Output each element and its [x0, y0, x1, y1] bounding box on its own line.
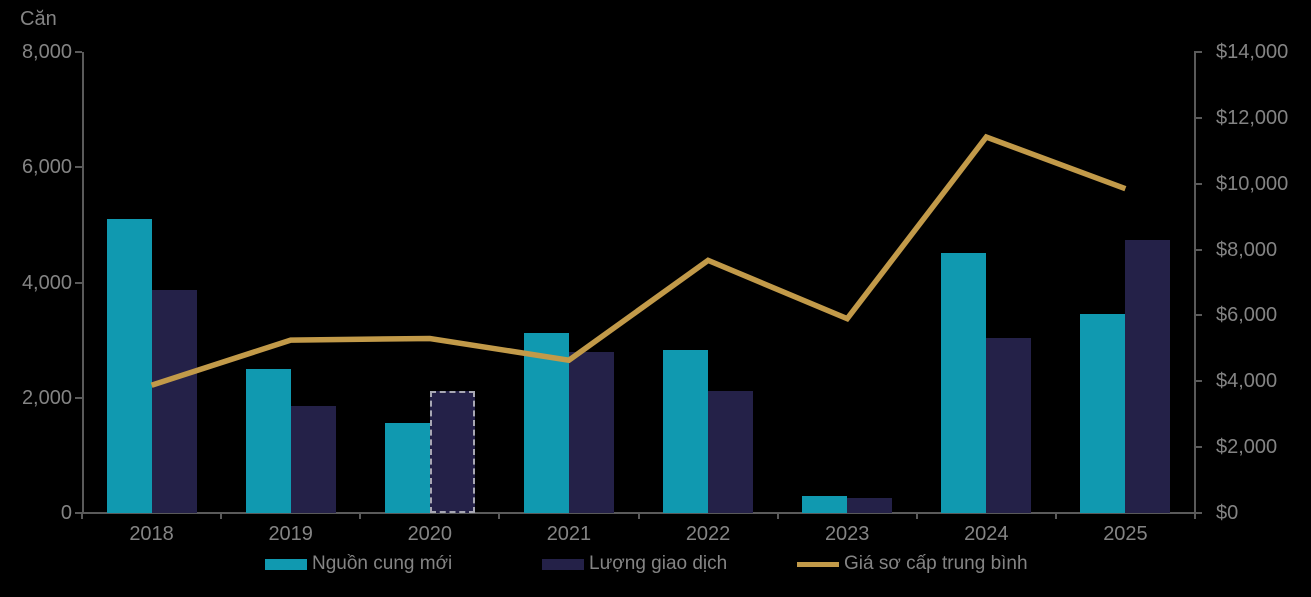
- left-axis-tick-label: 4,000: [21, 271, 72, 294]
- right-axis-tick: [1195, 446, 1202, 449]
- right-axis-tick: [1195, 314, 1202, 317]
- left-axis-tick: [75, 512, 82, 514]
- legend-label-transactions: Lượng giao dịch: [589, 553, 728, 574]
- x-axis-label-2019: 2019: [268, 523, 313, 545]
- legend-item-transactions: Lượng giao dịch: [542, 549, 727, 579]
- right-axis-tick-label: $10,000: [1216, 172, 1289, 195]
- bar-new_supply-2018: [106, 219, 152, 513]
- bar-new_supply-2023: [802, 496, 848, 513]
- left-axis-tick: [75, 396, 82, 399]
- x-axis-tick: [220, 513, 223, 519]
- right-axis-tick-label: $0: [1216, 502, 1239, 524]
- x-axis-label-2018: 2018: [129, 523, 174, 545]
- x-axis-label-2025: 2025: [1103, 523, 1148, 545]
- x-axis-label-2020: 2020: [407, 523, 453, 545]
- right-axis-tick: [1195, 248, 1202, 251]
- bar-new_supply-2025: [1080, 313, 1126, 513]
- right-axis-line: [1194, 51, 1196, 514]
- legend-item-new-supply: Nguồn cung mới: [265, 549, 452, 579]
- x-axis-tick: [498, 513, 501, 519]
- x-axis-tick: [81, 513, 83, 519]
- x-axis-label-2023: 2023: [824, 523, 870, 545]
- left-axis-tick-label: 2,000: [21, 386, 72, 409]
- right-axis-tick: [1195, 512, 1202, 514]
- legend-label-price: Giá sơ cấp trung bình: [844, 553, 1028, 574]
- x-axis-tick: [1194, 513, 1196, 519]
- x-axis-label-2024: 2024: [964, 523, 1009, 545]
- left-axis-tick: [75, 166, 82, 169]
- x-axis-label-2022: 2022: [685, 523, 731, 545]
- right-axis-tick-label: $6,000: [1216, 304, 1278, 327]
- bar-transactions-2018: [151, 289, 197, 513]
- right-axis-tick-label: $4,000: [1216, 370, 1278, 393]
- legend-swatch-new-supply: [265, 558, 307, 570]
- left-axis-line: [82, 52, 84, 514]
- right-axis-tick-label: $8,000: [1216, 238, 1278, 261]
- left-axis-tick-label: 8,000: [21, 41, 72, 63]
- x-axis-tick: [915, 513, 918, 519]
- bar-transactions-2023: [847, 498, 893, 513]
- right-axis-tick-label: $2,000: [1216, 436, 1278, 459]
- bar-transactions-2025: [1125, 239, 1171, 513]
- left-axis-tick-label: 6,000: [21, 156, 72, 179]
- legend-label-new-supply: Nguồn cung mới: [312, 553, 453, 574]
- bar-transactions-2020: [429, 391, 475, 513]
- x-axis-tick: [359, 513, 362, 519]
- bar-new_supply-2020: [384, 423, 430, 513]
- right-axis-tick: [1195, 380, 1202, 383]
- legend: Nguồn cung mới Lượng giao dịch Giá sơ cấ…: [0, 549, 1311, 583]
- x-axis-label-2021: 2021: [546, 523, 592, 545]
- bar-transactions-2024: [986, 337, 1032, 513]
- right-axis-tick: [1195, 116, 1202, 119]
- bar-transactions-2021: [568, 351, 614, 513]
- bar-transactions-2019: [290, 405, 336, 513]
- bar-new_supply-2021: [523, 332, 569, 513]
- legend-swatch-transactions: [542, 558, 584, 570]
- right-axis-tick-label: $12,000: [1216, 106, 1289, 129]
- left-axis-tick-label: 0: [60, 502, 72, 524]
- bar-new_supply-2022: [663, 349, 709, 513]
- x-axis-tick: [637, 513, 640, 519]
- left-axis-title: Căn: [20, 8, 57, 30]
- left-axis-tick: [75, 51, 82, 53]
- right-axis-tick: [1195, 182, 1202, 185]
- bar-transactions-2022: [708, 390, 754, 513]
- bar-new_supply-2024: [941, 253, 987, 513]
- right-axis-tick: [1195, 51, 1202, 53]
- bar-new_supply-2019: [245, 368, 291, 513]
- x-axis-tick: [776, 513, 779, 519]
- legend-swatch-price-line: [797, 561, 839, 567]
- x-axis-tick: [1054, 513, 1057, 519]
- left-axis-tick: [75, 281, 82, 284]
- legend-item-price: Giá sơ cấp trung bình: [797, 549, 1028, 579]
- right-axis-tick-label: $14,000: [1216, 41, 1289, 63]
